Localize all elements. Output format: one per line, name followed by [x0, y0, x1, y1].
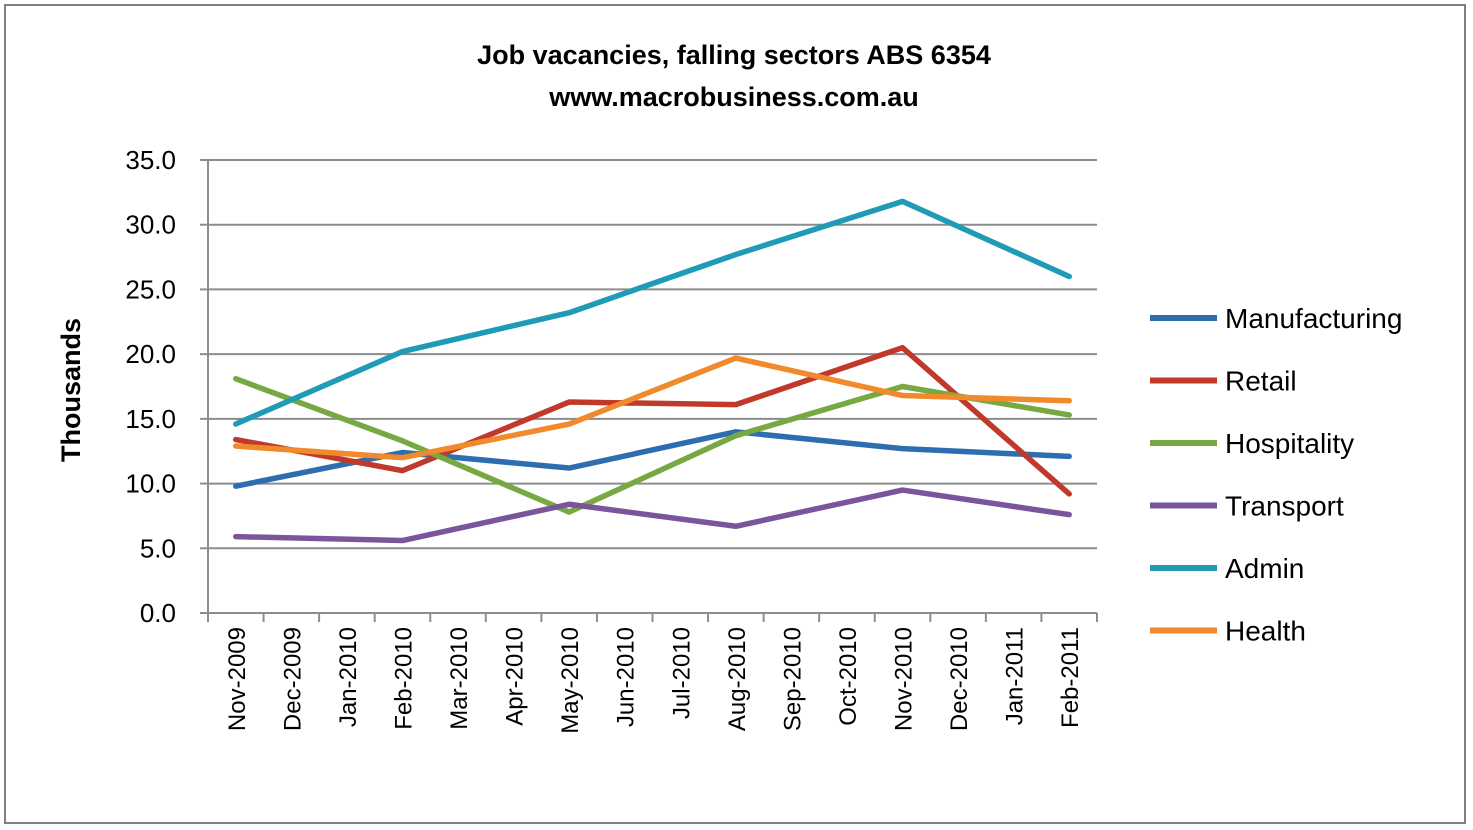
y-tick-label: 35.0: [125, 145, 176, 175]
x-tick-label: Mar-2010: [446, 627, 473, 730]
x-tick-label: Dec-2009: [279, 627, 306, 731]
y-tick-label: 5.0: [140, 533, 176, 563]
chart-subtitle: www.macrobusiness.com.au: [548, 82, 919, 112]
series-line-retail: [233, 344, 1072, 497]
legend-label: Retail: [1225, 366, 1297, 397]
series-line-manufacturing: [233, 429, 1072, 489]
series-line-admin: [233, 198, 1072, 427]
y-tick-label: 0.0: [140, 598, 176, 628]
legend: Manufacturing Retail Hospitality Transport A…: [1150, 303, 1402, 647]
legend-label: Hospitality: [1225, 428, 1354, 459]
series-line-hospitality: [233, 375, 1072, 515]
x-tick-label: Jul-2010: [668, 627, 695, 719]
x-tick-label: Apr-2010: [502, 627, 529, 726]
x-tick-label: May-2010: [557, 627, 584, 734]
x-tick-label: Jun-2010: [613, 627, 640, 727]
x-tick-label: Nov-2010: [891, 627, 918, 731]
y-tick-label: 20.0: [125, 339, 176, 369]
y-tick-label: 30.0: [125, 210, 176, 240]
legend-label: Transport: [1225, 491, 1344, 522]
series-lines: [233, 198, 1072, 544]
y-tick-label: 10.0: [125, 469, 176, 499]
chart-title: Job vacancies, falling sectors ABS 6354: [477, 40, 991, 70]
x-tick-label: Dec-2010: [946, 627, 973, 731]
x-axis-ticks: Nov-2009 Dec-2009 Jan-2010 Feb-2010 Mar-2010…: [224, 627, 1084, 734]
legend-label: Health: [1225, 616, 1306, 647]
series-line-health: [233, 355, 1072, 461]
legend-label: Manufacturing: [1225, 303, 1402, 334]
x-tick-label: Nov-2009: [224, 627, 251, 731]
x-tick-label: Feb-2010: [390, 627, 417, 730]
legend-label: Admin: [1225, 553, 1304, 584]
x-tick-label: Oct-2010: [835, 627, 862, 726]
x-tick-label: Jan-2011: [1002, 627, 1029, 725]
x-tick-label: Aug-2010: [724, 627, 751, 731]
x-tick-label: Jan-2010: [335, 627, 362, 727]
gridlines: [200, 159, 1098, 622]
y-axis-label: Thousands: [56, 318, 86, 462]
y-axis-ticks: 0.0 5.0 10.0 15.0 20.0 25.0 30.0 35.0: [125, 145, 176, 628]
series-line-transport: [233, 487, 1072, 544]
x-tick-label: Feb-2011: [1057, 627, 1084, 728]
y-tick-label: 15.0: [125, 404, 176, 434]
x-tick-label: Sep-2010: [779, 627, 806, 731]
y-tick-label: 25.0: [125, 274, 176, 304]
chart-frame: [4, 4, 1466, 824]
